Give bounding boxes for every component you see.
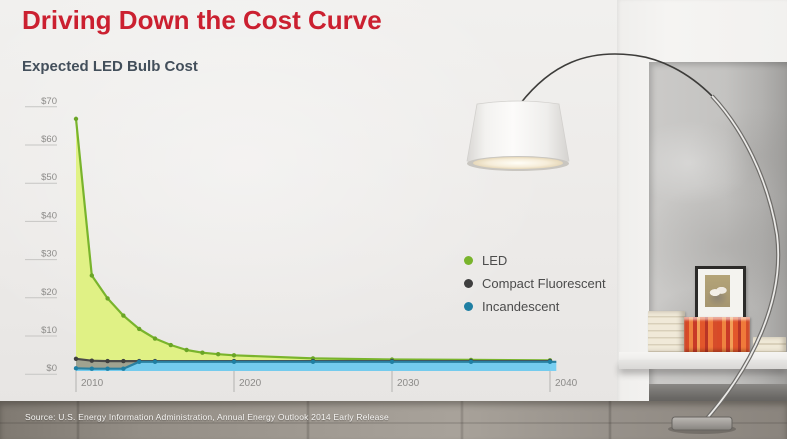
data-point-led — [184, 347, 189, 353]
y-axis-label: $20 — [41, 287, 57, 298]
data-point-incandescent — [468, 359, 474, 365]
data-point-incandescent — [152, 359, 158, 365]
chart-subtitle: Expected LED Bulb Cost — [22, 58, 198, 75]
niche-baseboard — [649, 384, 787, 406]
data-point-compact-fluorescent — [73, 356, 79, 361]
slide-title: Driving Down the Cost Curve — [22, 5, 382, 35]
data-point-incandescent — [310, 359, 316, 365]
x-axis-label: 2040 — [555, 378, 578, 389]
data-point-incandescent — [231, 359, 237, 365]
cfl-series-dot-icon — [464, 279, 473, 288]
y-axis-label: $0 — [46, 363, 57, 374]
data-point-led — [73, 116, 79, 122]
y-axis-label: $60 — [41, 134, 57, 145]
x-axis-label: 2030 — [397, 378, 420, 389]
shelf-front — [619, 360, 787, 369]
legend-label: Incandescent — [482, 299, 560, 314]
wall-shelf — [619, 352, 787, 369]
series-area-led — [76, 118, 550, 372]
data-point-led — [89, 273, 95, 278]
y-axis-label: $50 — [41, 172, 57, 183]
y-axis-label: $10 — [41, 325, 57, 336]
floor-plank-seams — [0, 401, 787, 439]
y-axis-label: $70 — [41, 96, 57, 107]
data-point-incandescent — [547, 359, 553, 365]
photo-sneakers — [705, 275, 730, 307]
data-point-led — [168, 342, 173, 348]
data-point-incandescent — [73, 366, 79, 371]
data-point-led — [152, 336, 158, 341]
x-axis-label: 2010 — [81, 378, 104, 389]
x-axis-label: 2020 — [239, 378, 262, 389]
y-axis-label: $40 — [41, 210, 57, 221]
wood-floor — [0, 401, 787, 439]
lamp-base-plate — [671, 416, 733, 431]
source-citation: Source: U.S. Energy Information Administ… — [25, 412, 389, 422]
y-axis-label: $30 — [41, 249, 57, 260]
data-point-led — [200, 350, 205, 355]
led-series-dot-icon — [464, 256, 473, 265]
data-point-compact-fluorescent — [89, 358, 95, 363]
framed-photo — [695, 266, 746, 322]
data-point-incandescent — [105, 366, 110, 371]
orange-striped-books — [684, 317, 750, 352]
incandescent-series-dot-icon — [464, 302, 473, 311]
lamp-pole-chrome — [701, 95, 779, 425]
lampshade-glow — [473, 157, 563, 169]
data-point-compact-fluorescent — [105, 358, 110, 364]
book-stack-left — [648, 311, 685, 352]
series-line-incandescent — [75, 360, 557, 370]
book-stack-right — [753, 337, 786, 352]
series-area-incandescent — [76, 361, 557, 371]
shelf-top — [619, 352, 787, 360]
lamp-cable — [519, 53, 713, 105]
data-point-incandescent — [121, 366, 126, 371]
data-point-led — [105, 296, 110, 301]
data-point-incandescent — [89, 366, 95, 371]
series-line-led — [74, 118, 551, 362]
legend-label: LED — [482, 253, 508, 268]
data-point-incandescent — [137, 359, 142, 365]
data-point-compact-fluorescent — [121, 358, 126, 364]
legend-label: Compact Fluorescent — [482, 276, 606, 291]
chart-legend: LED Compact Fluorescent Incandescent — [464, 249, 606, 318]
data-point-incandescent — [389, 359, 395, 365]
data-point-led — [121, 313, 126, 318]
legend-item-cfl: Compact Fluorescent — [464, 272, 606, 295]
data-point-led — [231, 353, 237, 358]
legend-item-incandescent: Incandescent — [464, 295, 606, 318]
legend-item-led: LED — [464, 249, 606, 272]
data-point-led — [216, 351, 221, 357]
data-point-led — [137, 326, 142, 332]
